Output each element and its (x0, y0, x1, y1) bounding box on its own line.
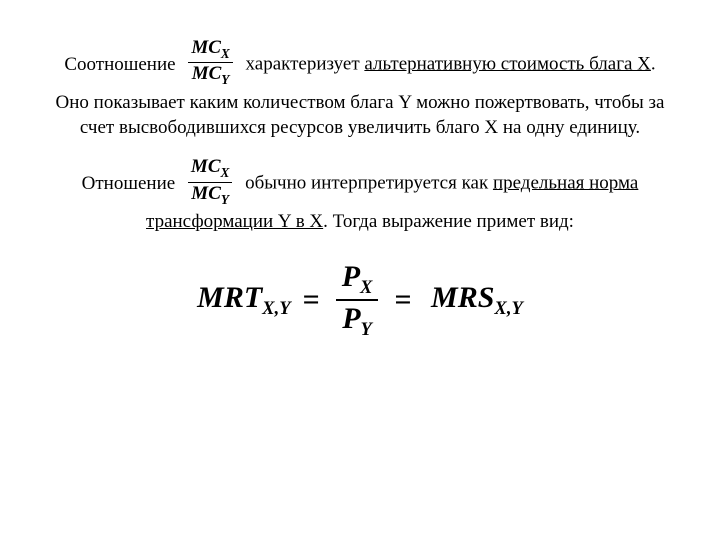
frac1-num: MCX (188, 38, 232, 63)
eq-frac-den: PY (336, 301, 379, 340)
eq-rhs-sub: X,Y (494, 298, 522, 319)
paragraph-2: Отношение MCX MCY обычно интерпретируетс… (50, 159, 670, 234)
frac2-num-sub: X (221, 165, 230, 180)
eq-lhs-sub: X,Y (262, 298, 290, 319)
eq-rhs-base: MRS (431, 281, 494, 314)
eq-equals-2: = (394, 283, 411, 317)
frac1-num-sub: X (221, 46, 230, 61)
equation-block: MRTX,Y = PX PY = MRSX,Y (50, 261, 670, 340)
para2-post1: обычно интерпретируется как (245, 172, 493, 193)
frac1-den-base: MC (192, 63, 222, 84)
frac1-den-sub: Y (221, 72, 229, 87)
eq-lhs-base: MRT (197, 281, 262, 314)
para2-post2: . Тогда выражение примет вид: (323, 211, 574, 232)
eq-equals-1: = (303, 283, 320, 317)
paragraph-1: Соотношение MCX MCY характеризует альтер… (50, 40, 670, 141)
frac2-den-sub: Y (221, 191, 229, 206)
fraction-mc-2: MCX MCY (188, 157, 232, 207)
frac2-den: MCY (188, 183, 232, 207)
fraction-mc-1: MCX MCY (188, 38, 232, 88)
eq-frac-den-sub: Y (361, 319, 372, 340)
frac1-num-base: MC (191, 37, 221, 58)
eq-rhs: MRSX,Y (424, 281, 523, 320)
eq-frac-num-base: P (342, 260, 360, 293)
para1-post1: характеризует (246, 53, 365, 74)
frac1-den: MCY (188, 63, 232, 87)
main-equation: MRTX,Y = PX PY = MRSX,Y (197, 261, 523, 340)
eq-frac-num-sub: X (360, 277, 372, 298)
para1-underline: альтернативную стоимость блага X (364, 53, 651, 74)
frac2-den-base: MC (191, 183, 221, 204)
eq-frac-num: PX (336, 261, 379, 302)
para2-pre: Отношение (82, 173, 180, 194)
para1-pre: Соотношение (64, 54, 180, 75)
frac2-num: MCX (188, 157, 232, 182)
eq-lhs: MRTX,Y (197, 281, 290, 320)
eq-frac-den-base: P (342, 302, 360, 335)
eq-fraction: PX PY (336, 261, 379, 340)
frac2-num-base: MC (191, 156, 221, 177)
